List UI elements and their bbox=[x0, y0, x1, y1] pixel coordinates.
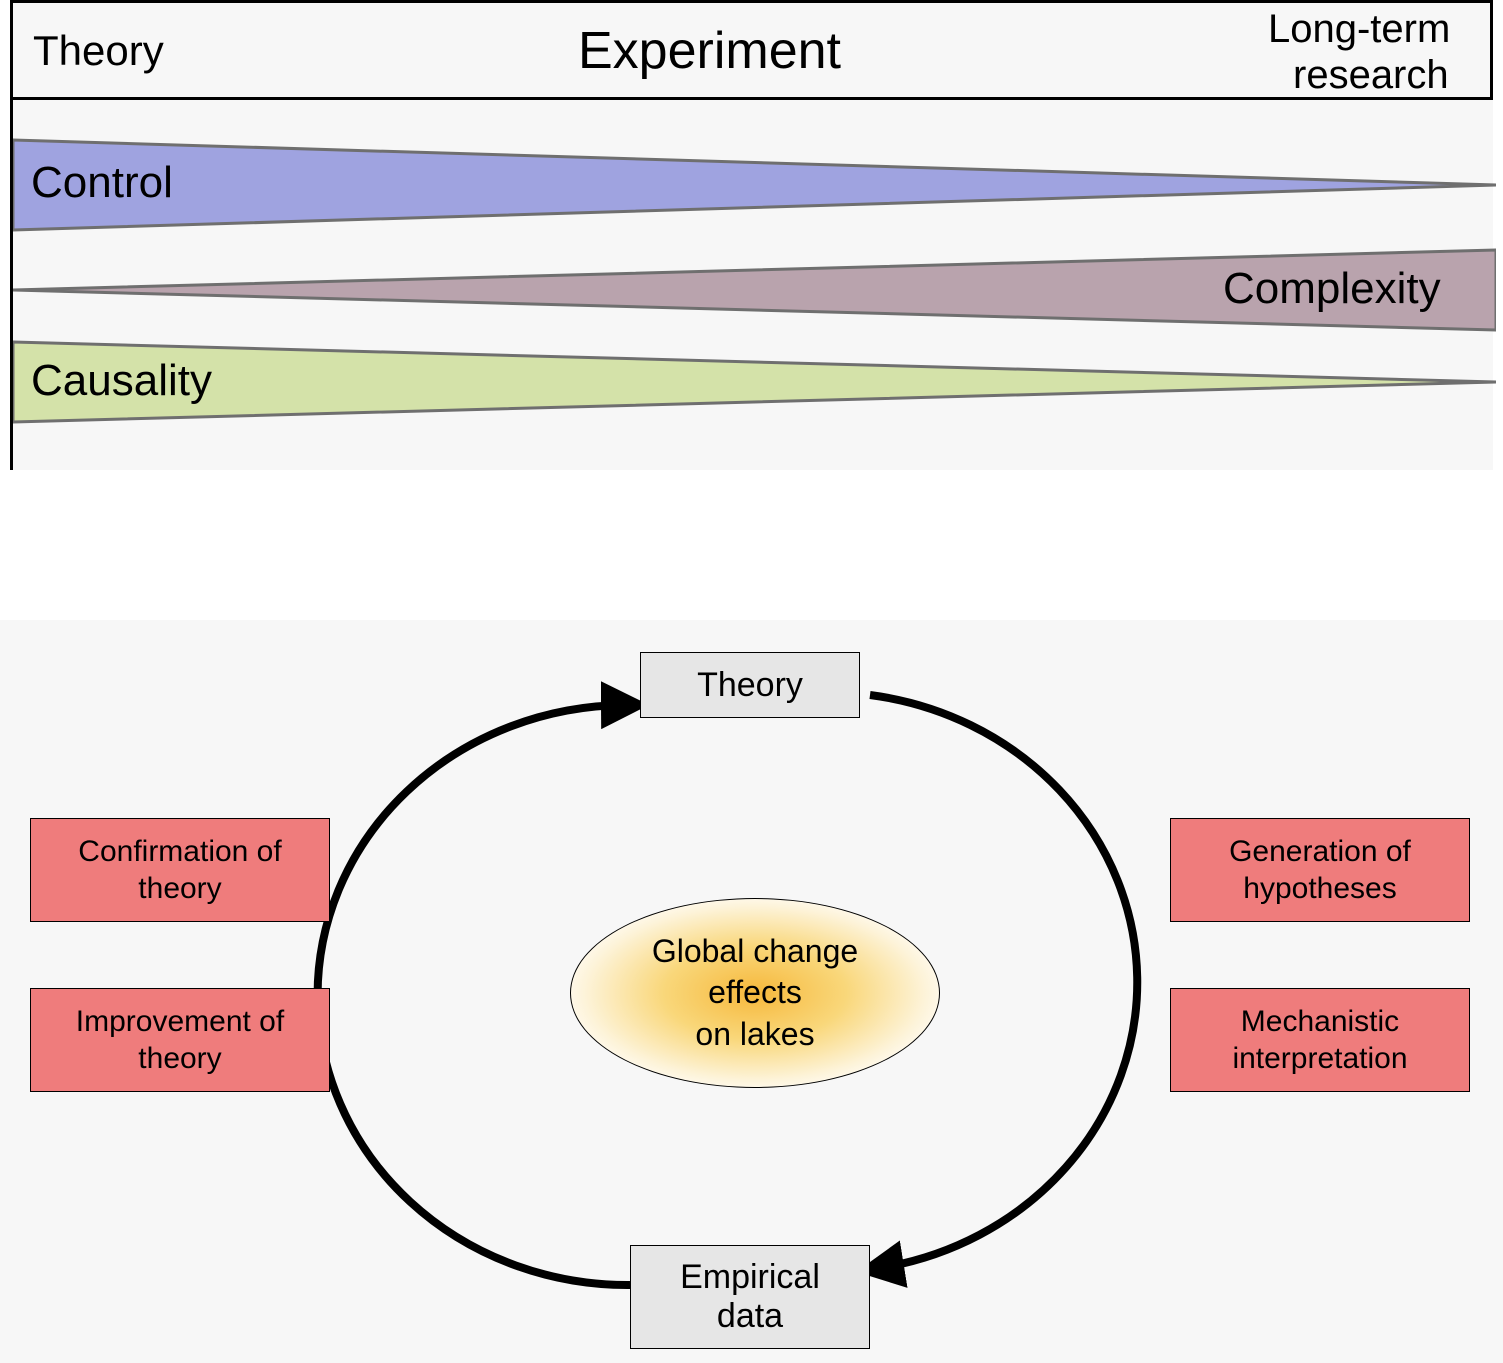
box-confirmation: Confirmation of theory bbox=[30, 818, 330, 922]
top-panel: Theory Experiment Long-term research Con… bbox=[10, 0, 1493, 470]
center-ellipse: Global change effects on lakes bbox=[570, 898, 940, 1088]
wedges-svg bbox=[13, 0, 1496, 470]
theory-node-label: Theory bbox=[697, 666, 803, 705]
improvement-line2: theory bbox=[138, 1042, 221, 1075]
theory-node: Theory bbox=[640, 652, 860, 718]
generation-line2: hypotheses bbox=[1243, 872, 1396, 905]
box-mechanistic: Mechanistic interpretation bbox=[1170, 988, 1470, 1092]
confirmation-line2: theory bbox=[138, 872, 221, 905]
empirical-node: Empirical data bbox=[630, 1245, 870, 1349]
mechanistic-line2: interpretation bbox=[1232, 1042, 1407, 1075]
empirical-node-text: Empirical data bbox=[680, 1258, 820, 1336]
wedge-control-label: Control bbox=[31, 158, 173, 208]
empirical-line2: data bbox=[717, 1297, 783, 1335]
empirical-line1: Empirical bbox=[680, 1258, 820, 1296]
box-confirmation-text: Confirmation of theory bbox=[78, 833, 281, 908]
mechanistic-line1: Mechanistic bbox=[1241, 1005, 1399, 1038]
box-improvement: Improvement of theory bbox=[30, 988, 330, 1092]
box-generation: Generation of hypotheses bbox=[1170, 818, 1470, 922]
center-line1: Global change bbox=[652, 933, 858, 969]
box-mechanistic-text: Mechanistic interpretation bbox=[1232, 1003, 1407, 1078]
confirmation-line1: Confirmation of bbox=[78, 835, 281, 868]
generation-line1: Generation of bbox=[1229, 835, 1411, 868]
wedge-complexity-label: Complexity bbox=[1223, 264, 1441, 314]
box-generation-text: Generation of hypotheses bbox=[1229, 833, 1411, 908]
box-improvement-text: Improvement of theory bbox=[76, 1003, 284, 1078]
bottom-panel: Global change effects on lakes Theory Em… bbox=[0, 620, 1503, 1363]
improvement-line1: Improvement of bbox=[76, 1005, 284, 1038]
wedge-control bbox=[13, 140, 1496, 230]
wedge-causality bbox=[13, 342, 1496, 422]
center-line3: on lakes bbox=[695, 1016, 814, 1052]
center-line2: effects bbox=[708, 974, 802, 1010]
wedge-causality-label: Causality bbox=[31, 356, 212, 406]
diagram-container: Theory Experiment Long-term research Con… bbox=[0, 0, 1503, 1363]
center-text: Global change effects on lakes bbox=[652, 931, 858, 1056]
